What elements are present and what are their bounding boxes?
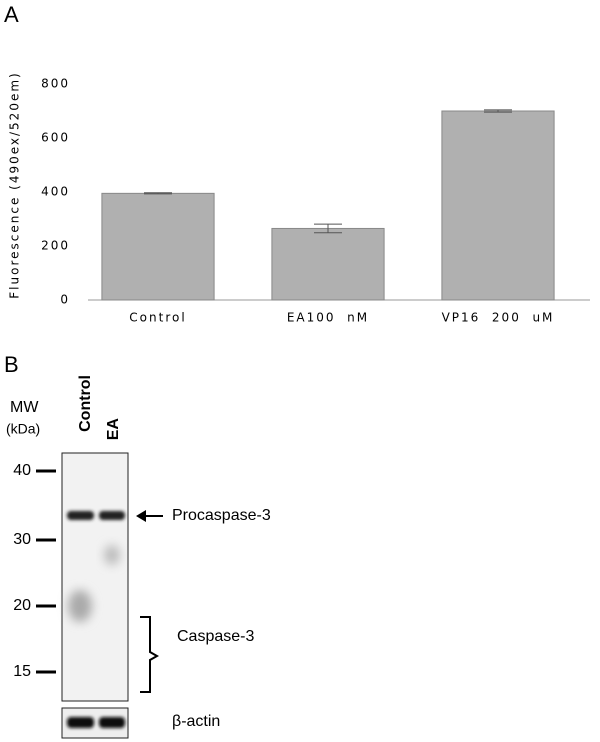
y-axis-label: Fluorescence (490ex/520em) [8,71,22,298]
panel-label: A [4,2,19,27]
band-label: Caspase-3 [177,628,254,645]
y-tick-label: 600 [41,131,70,145]
mw-unit: (kDa) [6,421,40,437]
y-tick-label: 0 [60,293,70,307]
bar [441,110,555,301]
lane-label: EA [105,418,122,441]
bar [271,227,385,301]
band-label: Procaspase-3 [172,507,271,524]
smear [104,545,120,565]
band [67,717,94,728]
band [67,511,94,520]
bar [101,192,215,301]
y-tick-label: 400 [41,185,70,199]
x-tick-label: VP16 200 uM [442,311,555,325]
panel-label: B [4,352,19,377]
mw-marker: 20 [13,597,31,614]
mw-title: MW [10,399,39,416]
mw-marker: 40 [13,462,31,479]
x-tick-label: EA100 nM [287,311,369,325]
error-bar [144,192,172,195]
band [99,717,125,728]
band-label: β-actin [172,713,220,730]
blot-membrane [61,452,129,702]
band [99,511,125,520]
error-bar [314,223,342,234]
smear [68,590,92,622]
arrow-head [136,510,146,522]
y-tick-label: 200 [41,239,70,253]
lane-label: Control [77,375,94,432]
mw-marker: 15 [13,663,31,680]
mw-ticks [36,469,56,674]
mw-marker: 30 [13,531,31,548]
y-tick-label: 800 [41,77,70,91]
bracket [140,616,160,693]
error-bar [484,109,512,113]
x-tick-label: Control [129,311,186,325]
